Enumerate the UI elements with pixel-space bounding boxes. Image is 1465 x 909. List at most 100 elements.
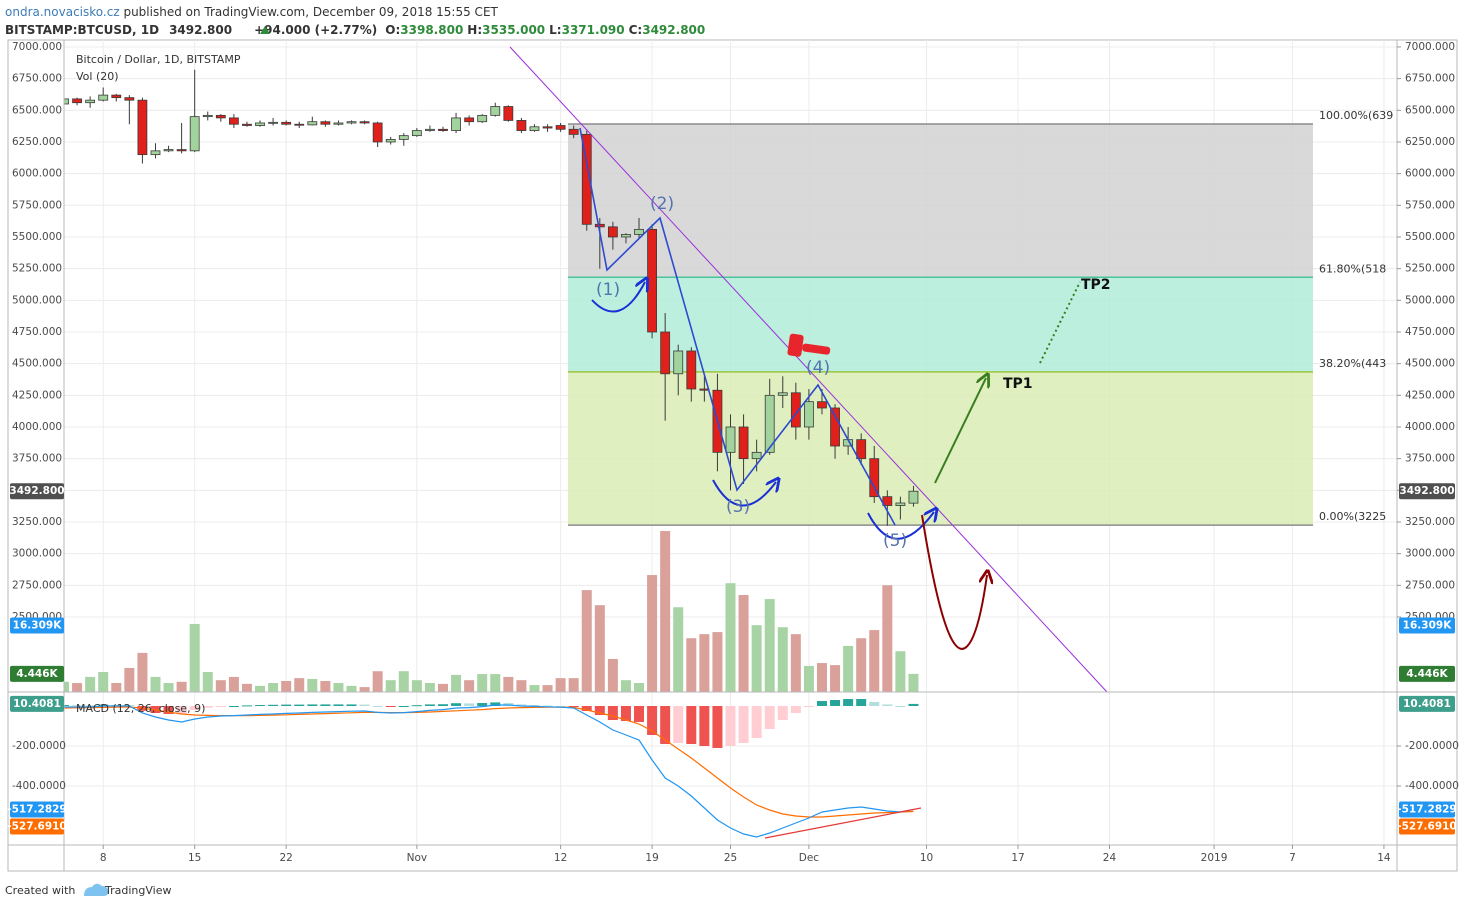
macd-histogram-bar: [816, 701, 827, 706]
macd-histogram-bar: [424, 704, 435, 706]
down-scenario: [921, 514, 987, 650]
volume-bar: [255, 685, 266, 692]
volume-bar: [581, 590, 592, 692]
candle-body: [647, 228, 657, 333]
volume-bar: [790, 634, 801, 692]
y-tick-label: 3750.000: [12, 453, 62, 465]
price-badge: [10, 483, 64, 500]
volume-bar: [464, 680, 475, 692]
volume-bar: [294, 678, 305, 692]
candle-body: [568, 128, 579, 135]
price-badge-label: 3492.800: [1399, 485, 1454, 497]
candle-body: [202, 114, 213, 118]
volume-bar: [111, 683, 122, 692]
candle-body: [333, 122, 344, 125]
candle-body: [281, 121, 292, 125]
macd-histogram-bar: [241, 705, 252, 707]
wave-line: [579, 127, 896, 526]
candle-body: [542, 126, 553, 129]
y-tick-label: -200.0000: [1405, 740, 1459, 752]
volume-bar: [869, 630, 880, 692]
macd-histogram-bar: [751, 706, 762, 738]
candle-body: [111, 94, 122, 99]
volume-bar: [725, 583, 736, 692]
ohlc-value: 3492.800: [642, 23, 705, 37]
footer-brand[interactable]: TradingView: [104, 884, 171, 897]
macd-histogram-bar: [882, 704, 893, 706]
symbol: BITSTAMP:BTCUSD, 1D: [5, 23, 159, 37]
divergence-line: [764, 807, 922, 839]
price-badge: [10, 818, 64, 835]
candle-body: [895, 502, 906, 506]
y-tick-label: 4750.000: [12, 326, 62, 338]
macd-histogram-bar: [699, 706, 710, 746]
y-tick-label: 4500.000: [1405, 358, 1455, 370]
y-tick-label: 5250.000: [1405, 263, 1455, 275]
volume-bar: [281, 680, 292, 692]
candle-body: [581, 133, 592, 225]
candle-body: [607, 226, 618, 238]
volume-bar: [803, 665, 814, 692]
x-tick-label: Nov: [407, 852, 428, 864]
candle-body: [268, 121, 278, 124]
macd-histogram-bar: [620, 706, 631, 721]
macd-histogram-bar: [869, 702, 880, 706]
x-tick-label: 12: [554, 852, 567, 864]
hammer-icon: [787, 333, 831, 357]
y-tick-label: 5000.000: [12, 294, 62, 306]
candle-body: [725, 426, 736, 453]
candle-body: [72, 98, 82, 104]
y-tick-label: 6250.000: [1405, 136, 1455, 148]
ohlc-key: H:: [467, 23, 482, 37]
wave-label: (5): [883, 531, 907, 551]
macd-histogram-bar: [581, 706, 592, 711]
volume-bar: [620, 680, 631, 692]
target-label: TP1: [1003, 376, 1033, 392]
volume-bar: [398, 671, 409, 692]
macd-histogram-bar: [255, 705, 266, 706]
ohlc-key: L:: [549, 23, 561, 37]
macd-histogram-bar: [372, 706, 383, 707]
y-tick-label: 5000.000: [1405, 294, 1455, 306]
price-badge: [10, 801, 64, 818]
candle-body: [64, 98, 69, 105]
y-tick-label: 3250.000: [1405, 516, 1455, 528]
macd-histogram-bar: [777, 706, 788, 720]
y-tick-label: 5250.000: [12, 263, 62, 275]
y-tick-label: 6000.000: [12, 168, 62, 180]
price-badge: [10, 617, 64, 634]
volume-bar: [751, 625, 762, 692]
macd-histogram-bar: [490, 702, 501, 706]
change: +94.000 (+2.77%): [254, 23, 377, 37]
candle-body: [790, 392, 801, 428]
macd-histogram-bar: [555, 706, 566, 707]
macd-histogram-bar: [634, 706, 645, 722]
volume-bar: [908, 673, 919, 692]
macd-histogram-bar: [281, 704, 292, 706]
candle-body: [869, 458, 880, 498]
candle-body: [320, 121, 331, 125]
candle-body: [124, 97, 135, 101]
volume-bar: [843, 645, 854, 692]
candle-body: [242, 123, 252, 126]
fib-retracement: 100.00%(639 61.80%(518 38.20%(443 0.00%(322…: [568, 109, 1393, 526]
y-tick-label: 6000.000: [1405, 168, 1455, 180]
volume-bar: [124, 667, 135, 692]
y-tick-label: 5750.000: [12, 199, 62, 211]
wave-label: (2): [650, 194, 674, 214]
macd-histogram-bar: [686, 706, 697, 744]
ohlc-key: C:: [629, 23, 643, 37]
candle-body: [98, 94, 109, 101]
candle-body: [777, 392, 788, 396]
macd-histogram-bar: [660, 706, 671, 744]
volume-bar: [228, 676, 239, 692]
macd-histogram-bar: [64, 705, 69, 706]
macd-histogram-bar: [607, 706, 618, 720]
candle-body: [830, 407, 840, 447]
volume-bar: [477, 674, 488, 692]
price-badge-label: -517.2829: [1397, 803, 1457, 815]
candle-body: [477, 114, 488, 123]
candle-body: [529, 126, 540, 131]
macd-histogram-bar: [895, 706, 906, 707]
y-tick-label: 6250.000: [12, 136, 62, 148]
